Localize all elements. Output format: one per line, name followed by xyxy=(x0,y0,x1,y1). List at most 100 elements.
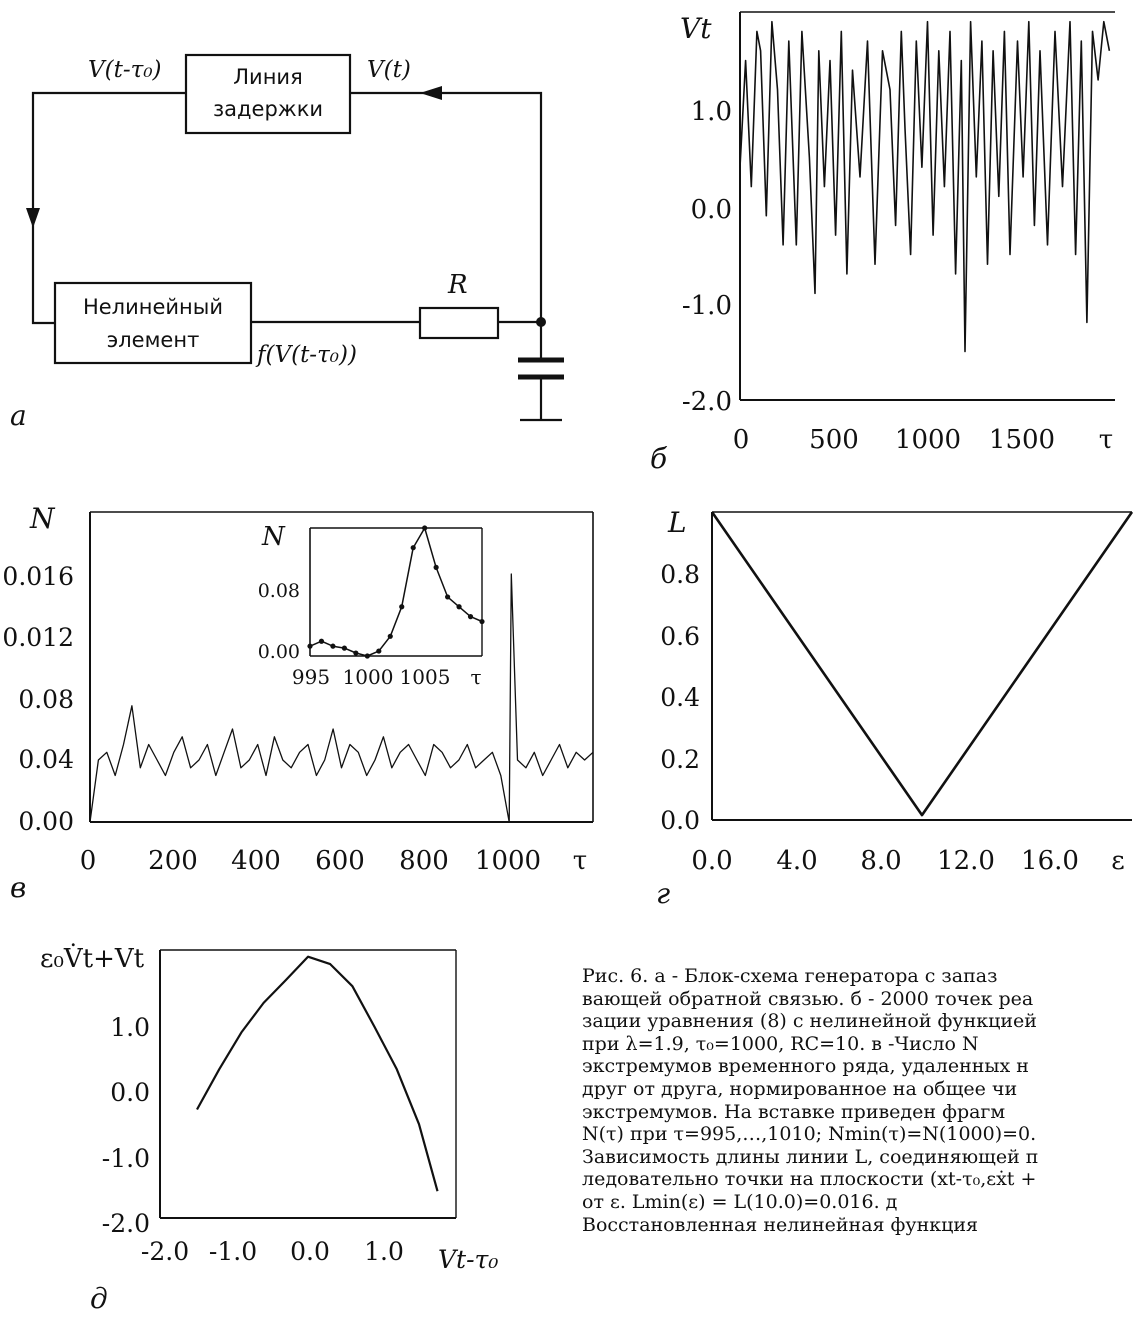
panel-c-xtick: 600 xyxy=(315,846,365,876)
inset-point xyxy=(376,648,382,654)
arrow-down-icon xyxy=(26,208,40,228)
panel-e-recovered-function-plot xyxy=(159,949,457,1219)
inset-point xyxy=(330,643,336,649)
inset-point xyxy=(387,633,393,639)
panel-d-xtick: 8.0 xyxy=(860,846,901,876)
output-wire xyxy=(350,91,543,322)
panel-e-xtick: 0.0 xyxy=(290,1237,330,1266)
inset-ylabel: N xyxy=(261,522,286,552)
panel-e-ytick: -2.0 xyxy=(102,1209,150,1238)
panel-e-letter: д xyxy=(90,1282,108,1315)
panel-b-xtick: 1000 xyxy=(895,425,961,455)
panel-c-ytick: 0.00 xyxy=(18,807,74,836)
length-curve-line xyxy=(710,511,1134,817)
panel-c-ytick: 0.012 xyxy=(2,623,74,652)
inset-xtick: 1005 xyxy=(400,665,451,689)
extrema-series-line xyxy=(89,573,594,823)
panel-c-xlabel: τ xyxy=(573,846,587,876)
panel-e-ytick: 1.0 xyxy=(110,1013,150,1042)
panel-c-ytick: 0.016 xyxy=(2,562,74,591)
inset-point xyxy=(422,525,428,531)
panel-e-xtick: -2.0 xyxy=(141,1237,189,1266)
delay-box-label-1: Линия xyxy=(233,65,302,89)
inset-point xyxy=(399,604,405,610)
panel-c-extrema-plot xyxy=(89,511,594,823)
panel-c-ytick: 0.04 xyxy=(18,745,74,774)
panel-c-xtick: 1000 xyxy=(475,846,541,876)
panel-b-ytick: -1.0 xyxy=(682,291,732,321)
panel-a-letter: а xyxy=(10,399,27,432)
panel-d-ytick: 0.0 xyxy=(660,806,700,835)
panel-b-ylabel: Vt xyxy=(680,12,712,45)
inset-point xyxy=(353,650,359,656)
caption-line: Рис. 6. а - Блок-схема генератора с запа… xyxy=(582,965,998,987)
inset-point xyxy=(341,645,347,651)
inset-point xyxy=(433,564,439,570)
panel-b-letter: б xyxy=(650,442,668,475)
caption-line: вающей обратной связью. б - 2000 точек р… xyxy=(582,987,1034,1010)
inset-point xyxy=(467,614,474,620)
panel-d-xtick: 16.0 xyxy=(1021,846,1079,876)
inset-point xyxy=(456,604,462,610)
inset-xtick: 995 xyxy=(292,665,330,689)
junction-dot xyxy=(536,317,546,327)
panel-c-letter: в xyxy=(10,871,26,904)
delay-box-label-2: задержки xyxy=(213,97,323,121)
panel-c-xtick: 400 xyxy=(231,846,281,876)
input-signal-label: V(t-τ₀) xyxy=(88,57,162,83)
caption-line: Зависимость длины линии L, соединяющей п xyxy=(582,1145,1039,1168)
panel-c-ylabel: N xyxy=(29,502,56,535)
inset-point xyxy=(479,618,485,625)
panel-d-xtick: 0.0 xyxy=(691,846,732,876)
inset-line xyxy=(309,527,483,657)
panel-e-ytick: 0.0 xyxy=(110,1078,150,1107)
panel-c-ytick: 0.08 xyxy=(18,685,74,714)
panel-e-ylabel: ε₀V̇t+Vt xyxy=(40,943,145,974)
nonlinear-box-label-1: Нелинейный xyxy=(83,295,223,319)
panel-b-xtick: 1500 xyxy=(989,425,1055,455)
panel-e-xtick: 1.0 xyxy=(364,1237,404,1266)
panel-d-ytick: 0.2 xyxy=(660,745,700,774)
caption-line: зации уравнения (8) с нелинейной функцие… xyxy=(582,1010,1037,1033)
panel-d-letter: г xyxy=(656,877,670,910)
timeseries-line xyxy=(739,20,1111,353)
caption-line: Восстановленная нелинейная функция xyxy=(582,1213,979,1236)
resistor xyxy=(418,306,500,340)
output-signal-label: V(t) xyxy=(367,57,411,83)
panel-e-ytick: -1.0 xyxy=(102,1144,150,1173)
panel-e-xlabel: Vt-τ₀ xyxy=(438,1245,498,1274)
arrow-left-icon xyxy=(420,86,442,100)
panel-b-ytick: -2.0 xyxy=(682,387,732,417)
panel-d-ytick: 0.6 xyxy=(660,622,700,651)
caption-line: экстремумов. На вставке приведен фрагм xyxy=(582,1100,1006,1123)
panel-b-xlabel: τ xyxy=(1099,425,1113,455)
resistor-label: R xyxy=(447,270,468,300)
panel-d-xlabel: ε xyxy=(1111,846,1124,876)
inset-xlabel: τ xyxy=(470,665,481,689)
panel-b-ytick: 0.0 xyxy=(691,195,732,225)
inset-xtick: 1000 xyxy=(343,665,394,689)
panel-b-timeseries-plot xyxy=(739,11,1115,401)
inset-point xyxy=(364,653,370,659)
function-label: f(V(t-τ₀)) xyxy=(255,342,357,368)
panel-b-ytick: 1.0 xyxy=(691,97,732,127)
nonlinear-box-label-2: элемент xyxy=(107,328,200,352)
panel-d-ytick: 0.4 xyxy=(660,683,700,712)
panel-c-xtick: 0 xyxy=(80,846,97,876)
inset-point xyxy=(307,643,313,649)
inset-point xyxy=(318,638,325,644)
panel-c-inset xyxy=(307,525,485,659)
panel-d-length-plot xyxy=(710,511,1134,821)
recovered-function-curve xyxy=(196,955,439,1192)
caption-line: друг от друга, нормированное на общее чи xyxy=(582,1077,1018,1100)
panel-d-xtick: 12.0 xyxy=(937,846,995,876)
caption-line: экстремумов временного ряда, удаленных н xyxy=(582,1055,1029,1078)
caption-line: N(τ) при τ=995,…,1010; Nmin(τ)=N(1000)=0… xyxy=(582,1123,1037,1146)
panel-c-xtick: 200 xyxy=(148,846,198,876)
panel-d-ytick: 0.8 xyxy=(660,560,700,589)
panel-d-ylabel: L xyxy=(667,506,687,539)
panel-e-xtick: -1.0 xyxy=(209,1237,257,1266)
figure-caption: Рис. 6. а - Блок-схема генератора с запа… xyxy=(582,965,1137,1236)
inset-ytick: 0.00 xyxy=(258,641,300,663)
